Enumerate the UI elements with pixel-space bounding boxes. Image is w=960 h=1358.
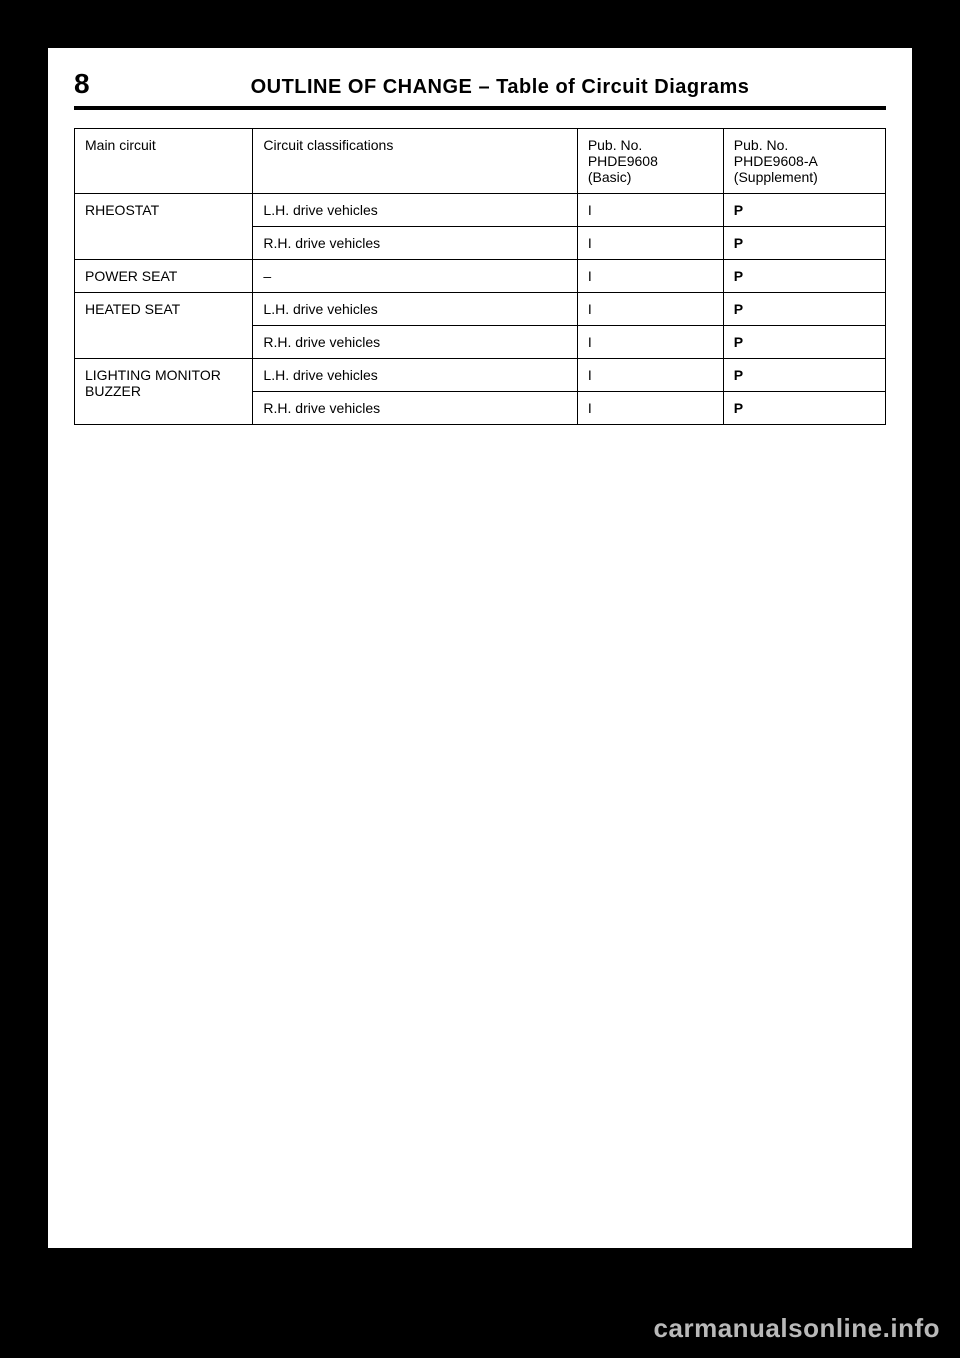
- table-row: LIGHTING MONITOR BUZZER L.H. drive vehic…: [75, 359, 886, 392]
- page-number: 8: [74, 68, 114, 100]
- cell-cls: R.H. drive vehicles: [253, 326, 577, 359]
- col-pub-basic-l3: (Basic): [588, 169, 632, 185]
- cell-basic: I: [577, 359, 723, 392]
- circuit-table: Main circuit Circuit classifications Pub…: [74, 128, 886, 425]
- cell-supp: P: [723, 260, 885, 293]
- cell-cls: –: [253, 260, 577, 293]
- cell-main: LIGHTING MONITOR BUZZER: [75, 359, 253, 425]
- cell-supp: P: [723, 194, 885, 227]
- cell-supp: P: [723, 359, 885, 392]
- col-pub-supp: Pub. No. PHDE9608-A (Supplement): [723, 129, 885, 194]
- cell-supp: P: [723, 326, 885, 359]
- cell-supp: P: [723, 227, 885, 260]
- table-row: HEATED SEAT L.H. drive vehicles I P: [75, 293, 886, 326]
- table-row: RHEOSTAT L.H. drive vehicles I P: [75, 194, 886, 227]
- col-pub-supp-l3: (Supplement): [734, 169, 818, 185]
- cell-cls: L.H. drive vehicles: [253, 293, 577, 326]
- col-pub-basic-l2: PHDE9608: [588, 153, 658, 169]
- document-page: 8 OUTLINE OF CHANGE – Table of Circuit D…: [48, 48, 912, 1248]
- cell-basic: I: [577, 194, 723, 227]
- table-header-row: Main circuit Circuit classifications Pub…: [75, 129, 886, 194]
- cell-cls: R.H. drive vehicles: [253, 227, 577, 260]
- page-title: OUTLINE OF CHANGE – Table of Circuit Dia…: [114, 76, 886, 99]
- cell-basic: I: [577, 260, 723, 293]
- cell-supp: P: [723, 293, 885, 326]
- cell-cls: R.H. drive vehicles: [253, 392, 577, 425]
- col-pub-supp-l1: Pub. No.: [734, 137, 788, 153]
- cell-main: RHEOSTAT: [75, 194, 253, 260]
- cell-basic: I: [577, 227, 723, 260]
- cell-cls: L.H. drive vehicles: [253, 194, 577, 227]
- cell-cls: L.H. drive vehicles: [253, 359, 577, 392]
- cell-main: HEATED SEAT: [75, 293, 253, 359]
- cell-basic: I: [577, 326, 723, 359]
- col-pub-basic: Pub. No. PHDE9608 (Basic): [577, 129, 723, 194]
- cell-basic: I: [577, 293, 723, 326]
- col-pub-basic-l1: Pub. No.: [588, 137, 642, 153]
- table-row: POWER SEAT – I P: [75, 260, 886, 293]
- col-main-circuit: Main circuit: [75, 129, 253, 194]
- cell-main-l1: LIGHTING MONITOR: [85, 367, 221, 383]
- cell-supp: P: [723, 392, 885, 425]
- page-content: 8 OUTLINE OF CHANGE – Table of Circuit D…: [48, 48, 912, 445]
- cell-basic: I: [577, 392, 723, 425]
- page-header: 8 OUTLINE OF CHANGE – Table of Circuit D…: [74, 68, 886, 110]
- col-classifications: Circuit classifications: [253, 129, 577, 194]
- col-pub-supp-l2: PHDE9608-A: [734, 153, 818, 169]
- watermark-text: carmanualsonline.info: [654, 1313, 940, 1344]
- cell-main-l2: BUZZER: [85, 383, 141, 399]
- cell-main: POWER SEAT: [75, 260, 253, 293]
